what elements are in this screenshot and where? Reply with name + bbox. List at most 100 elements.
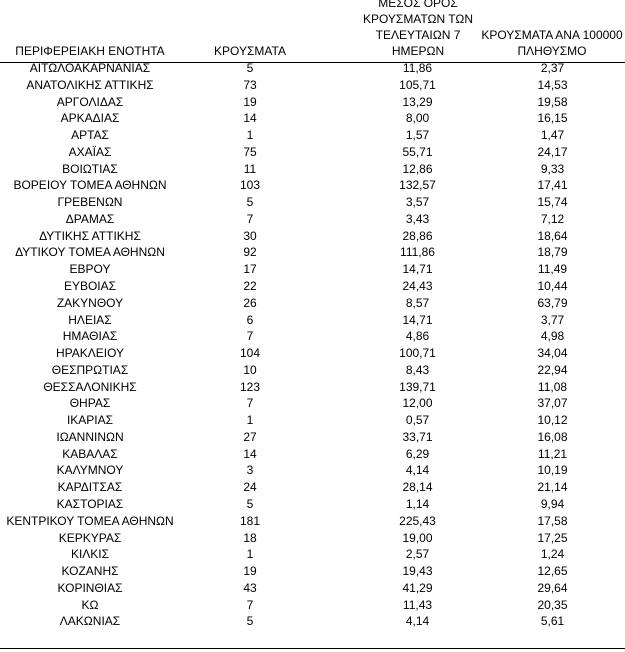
header-cell: ΚΡΟΥΣΜΑΤΑ ΑΝΑ 100000 ΠΛΗΘΥΣΜΟ [481,28,623,58]
per-100k-cell: 19,58 [537,94,568,109]
per-100k-cell: 18,79 [537,245,568,260]
average-cell: 8,57 [405,295,430,310]
cases-cell: 5 [246,497,254,512]
region-cell: ΙΚΑΡΙΑΣ [66,413,114,428]
cases-cell: 7 [246,211,254,226]
header-cell: ΠΕΡΙΦΕΡΕΙΑΚΗ ΕΝΟΤΗΤΑ [15,44,165,58]
cases-cell: 181 [239,513,261,528]
per-100k-cell: 9,33 [540,161,565,176]
region-cell: ΔΥΤΙΚΗΣ ΑΤΤΙΚΗΣ [39,228,141,243]
region-cell: ΒΟΙΩΤΙΑΣ [62,161,118,176]
region-cell: ΔΡΑΜΑΣ [65,211,115,226]
cases-cell: 1 [246,128,254,143]
per-100k-cell: 11,08 [537,379,568,394]
region-cell: ΒΟΡΕΙΟΥ ΤΟΜΕΑ ΑΘΗΝΩΝ [13,178,167,193]
per-100k-cell: 21,14 [537,480,568,495]
cases-cell: 19 [243,564,257,579]
cases-cell: 92 [243,245,257,260]
average-cell: 3,43 [405,211,430,226]
cases-cell: 1 [246,547,254,562]
per-100k-cell: 16,15 [537,111,568,126]
cases-cell: 11 [243,161,257,176]
per-100k-cell: 11,49 [537,262,568,277]
average-cell: 3,57 [405,195,430,210]
region-cell: ΕΒΡΟΥ [69,262,111,277]
per-100k-cell: 17,41 [537,178,568,193]
per-100k-cell: 12,65 [537,564,568,579]
per-100k-cell: 7,12 [540,211,565,226]
region-cell: ΚΑΒΑΛΑΣ [62,446,118,461]
average-cell: 111,86 [400,245,435,260]
cases-cell: 30 [243,228,257,243]
average-cell: 13,29 [402,94,433,109]
region-cell: ΔΥΤΙΚΟΥ ΤΟΜΕΑ ΑΘΗΝΩΝ [15,245,165,260]
region-cell: ΚΑΡΔΙΤΣΑΣ [57,480,123,495]
region-cell: ΘΕΣΠΡΩΤΙΑΣ [51,362,129,377]
region-cell: ΚΑΣΤΟΡΙΑΣ [56,497,124,512]
region-cell: ΖΑΚΥΝΘΟΥ [56,295,124,310]
region-cell: ΘΗΡΑΣ [69,396,111,411]
region-cell: ΗΡΑΚΛΕΙΟΥ [55,346,125,361]
per-100k-cell: 10,44 [537,279,568,293]
per-100k-cell: 1,24 [540,547,565,562]
cases-cell: 17 [243,262,257,277]
per-100k-cell: 5,61 [540,614,565,629]
region-cell: ΑΝΑΤΟΛΙΚΗΣ ΑΤΤΙΚΗΣ [26,77,154,92]
per-100k-cell: 34,04 [537,346,568,361]
average-cell: 19,00 [402,530,433,545]
cases-cell: 5 [246,61,254,75]
per-100k-cell: 9,94 [540,497,565,512]
cases-cell: 1 [246,413,254,428]
per-100k-cell: 10,12 [537,413,568,428]
region-cell: ΕΥΒΟΙΑΣ [63,279,117,293]
per-100k-cell: 20,35 [537,597,568,612]
per-100k-cell: 10,19 [537,463,568,478]
average-cell: 28,86 [402,228,433,243]
cases-cell: 104 [239,346,261,361]
average-cell: 132,57 [399,178,436,193]
cases-cell: 26 [243,295,257,310]
average-cell: 100,71 [399,346,436,361]
region-cell: ΚΕΝΤΡΙΚΟΥ ΤΟΜΕΑ ΑΘΗΝΩΝ [6,513,174,528]
average-cell: 28,14 [402,480,433,495]
table-header: ΠΕΡΙΦΕΡΕΙΑΚΗ ΕΝΟΤΗΤΑ ΚΡΟΥΣΜΑΤΑ ΜΕΣΟΣ ΟΡΟ… [0,0,625,63]
cases-cell: 103 [239,178,261,193]
cases-cell: 7 [246,329,254,344]
header-cell: ΚΡΟΥΣΜΑΤΑ [214,44,286,58]
average-cell: 139,71 [399,379,436,394]
cases-cell: 10 [243,362,257,377]
average-cell: 105,71 [399,77,436,92]
average-cell: 14,71 [402,262,433,277]
per-100k-cell: 24,17 [537,144,568,159]
bottom-rule [0,648,625,649]
per-100k-cell: 37,07 [537,396,568,411]
per-100k-cell: 22,94 [537,362,568,377]
cases-cell: 5 [246,614,254,629]
region-cell: ΛΑΚΩΝΙΑΣ [59,614,121,629]
average-cell: 1,57 [405,128,430,143]
region-cell: ΑΡΚΑΔΙΑΣ [60,111,120,126]
average-cell: 41,29 [402,580,433,595]
region-cell: ΚΩ [81,597,99,612]
average-cell: 6,29 [405,446,430,461]
cases-cell: 7 [246,597,254,612]
per-100k-cell: 16,08 [537,429,568,444]
average-cell: 55,71 [402,144,433,159]
region-cell: ΓΡΕΒΕΝΩΝ [57,195,123,210]
cases-cell: 73 [243,77,257,92]
per-100k-cell: 3,77 [540,312,565,327]
cases-cell: 123 [239,379,261,394]
region-cell: ΚΟΖΑΝΗΣ [61,564,119,579]
per-100k-cell: 63,79 [537,295,568,310]
average-cell: 0,57 [405,413,430,428]
average-cell: 225,43 [399,513,436,528]
average-cell: 8,00 [405,111,430,126]
average-cell: 12,00 [402,396,433,411]
average-cell: 33,71 [402,429,433,444]
per-100k-cell: 1,47 [540,128,565,143]
average-cell: 12,86 [402,161,433,176]
region-cell: ΚΑΛΥΜΝΟΥ [56,463,124,478]
cases-cell: 5 [246,195,254,210]
average-cell: 2,57 [405,547,430,562]
